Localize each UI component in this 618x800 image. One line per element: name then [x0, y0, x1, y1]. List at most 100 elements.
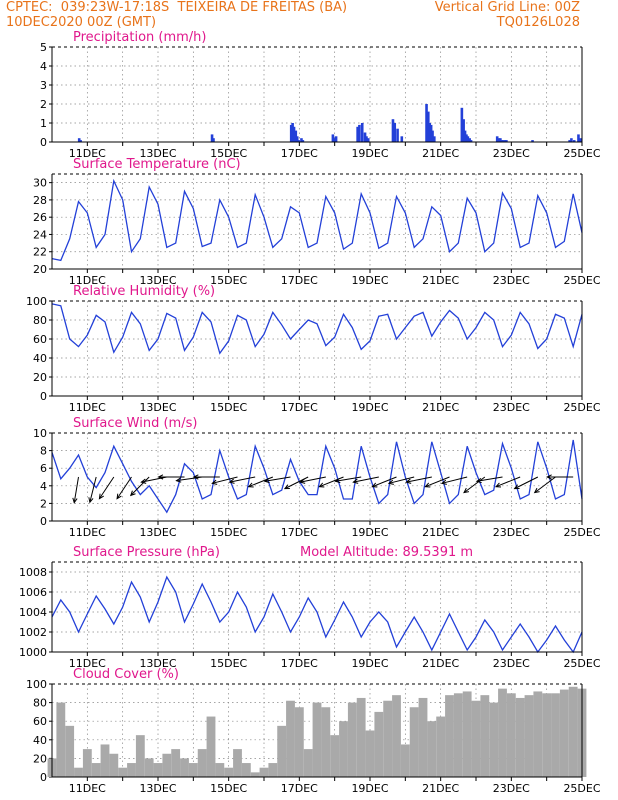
precipitation-bar — [366, 138, 370, 142]
wind-xtick-label: 19DEC — [351, 526, 388, 539]
cloud-cover-column — [65, 725, 75, 777]
wind-line — [51, 439, 583, 514]
wind-vector — [98, 476, 115, 499]
precipitation-bar — [500, 140, 504, 142]
humidity-ytick-label: 20 — [33, 371, 47, 384]
cloud-cover-ytick-label: 60 — [33, 715, 47, 728]
wind-ytick-label: 6 — [40, 462, 47, 475]
wind-vector — [534, 476, 556, 494]
wind-vector — [130, 476, 150, 496]
precipitation-bar — [363, 132, 367, 142]
temperature-xtick-label: 19DEC — [351, 274, 388, 287]
humidity-xtick-label: 25DEC — [563, 401, 600, 414]
precipitation-bar — [331, 134, 335, 142]
wind-vector-head — [494, 482, 502, 488]
pressure-ytick-label: 1000 — [19, 646, 47, 659]
wind-vector — [229, 476, 256, 483]
cloud-cover-column — [489, 702, 499, 777]
header-date: 10DEC2020 00Z (GMT) — [6, 15, 157, 30]
temperature-ytick-label: 26 — [33, 211, 47, 224]
wind-vector — [514, 476, 539, 490]
precipitation-bar — [469, 140, 473, 142]
pressure-xtick-label: 11DEC — [69, 657, 106, 670]
cloud-cover-column — [392, 695, 401, 777]
precipitation-xtick-label: 15DEC — [210, 147, 247, 160]
cloud-cover-column — [118, 767, 128, 777]
cloud-cover-column — [524, 695, 534, 777]
temperature-line — [51, 178, 583, 262]
cloud-cover-column — [312, 702, 322, 777]
cloud-cover-column — [180, 758, 189, 777]
precipitation-bar — [577, 134, 580, 142]
pressure-xtick-label: 25DEC — [563, 657, 600, 670]
precipitation-bar — [531, 140, 534, 142]
wind-vector — [176, 476, 203, 482]
temperature-xtick-label: 13DEC — [139, 274, 176, 287]
precipitation-bar — [79, 140, 82, 142]
precipitation-ytick-label: 3 — [40, 79, 47, 92]
precipitation-bar — [295, 136, 299, 142]
precipitation-bar — [396, 128, 399, 142]
wind-vector-head — [283, 484, 290, 490]
cloud-cover-ytick-label: 100 — [26, 678, 47, 691]
temperature-ytick-label: 20 — [33, 263, 47, 276]
cloud-cover-column — [365, 730, 375, 777]
wind-vector-head — [129, 490, 136, 497]
wind-ytick-label: 10 — [33, 427, 47, 440]
cloud-cover-column — [374, 711, 384, 777]
wind-vector-head — [211, 479, 218, 485]
precipitation-bar — [393, 123, 397, 142]
precipitation-bar — [495, 136, 499, 142]
wind-vector — [116, 476, 132, 499]
precipitation-bar — [568, 140, 571, 142]
cloud-cover-column — [188, 763, 198, 777]
wind-vector-head — [387, 479, 394, 485]
wind-vector — [89, 476, 97, 503]
cloud-cover-ytick-label: 20 — [33, 752, 47, 765]
wind-title: Surface Wind (m/s) — [73, 416, 197, 431]
wind-vector — [264, 476, 291, 482]
precipitation-bar — [77, 138, 81, 142]
temperature-ytick-label: 22 — [33, 246, 47, 259]
cloud-cover-column — [436, 716, 446, 777]
precipitation-bar — [291, 123, 294, 142]
precipitation-bar — [425, 104, 428, 142]
pressure-xtick-label: 17DEC — [281, 657, 318, 670]
wind-vector — [300, 476, 326, 483]
pressure-xtick-label: 19DEC — [351, 657, 388, 670]
cloud-cover-column — [471, 700, 481, 777]
precipitation-xtick-label: 17DEC — [281, 147, 318, 160]
wind-vector — [353, 476, 379, 483]
header-right: Vertical Grid Line: 00Z TQ0126L028 — [435, 0, 580, 30]
precipitation-bar — [578, 138, 582, 142]
precipitation-bar — [428, 123, 432, 142]
cloud-cover-column — [551, 693, 560, 777]
cloud-cover-column — [418, 697, 428, 777]
cloud-cover-column — [559, 689, 569, 777]
temperature-xtick-label: 25DEC — [563, 274, 600, 287]
cloud-cover-column — [215, 763, 225, 777]
wind-vector-head — [475, 477, 482, 484]
wind-vector-head — [424, 482, 431, 488]
cloud-cover-ytick-label: 40 — [33, 734, 47, 747]
cloud-cover-column — [409, 707, 419, 777]
wind-vector-head — [247, 482, 254, 488]
cloud-cover-column — [339, 721, 348, 777]
wind-vector-head — [98, 493, 104, 500]
temperature-xtick-label: 17DEC — [281, 274, 318, 287]
cloud-cover-column — [356, 697, 366, 777]
wind-vector — [212, 476, 238, 484]
precipitation-bar — [358, 124, 361, 142]
pressure-ytick-label: 1002 — [19, 626, 47, 639]
wind-vector-head — [88, 497, 94, 504]
pressure-xtick-label: 13DEC — [139, 657, 176, 670]
pressure-ytick-label: 1008 — [19, 566, 47, 579]
precipitation-bar — [463, 130, 467, 142]
precipitation-bar — [572, 140, 576, 142]
precipitation-bar — [300, 138, 303, 142]
pressure-xtick-label: 23DEC — [493, 657, 530, 670]
cloud-cover-column — [427, 721, 437, 777]
wind-vector-head — [440, 479, 447, 485]
wind-xtick-label: 17DEC — [281, 526, 318, 539]
